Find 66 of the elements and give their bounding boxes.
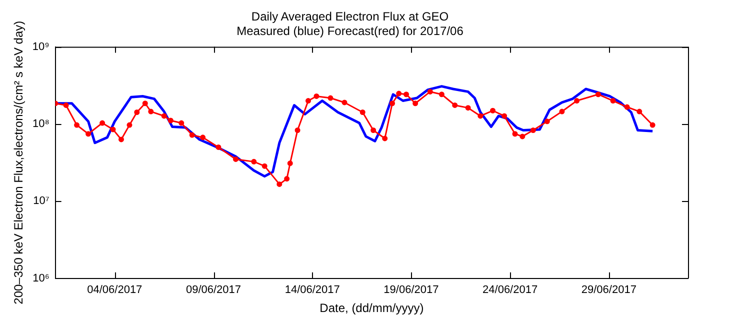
chart-title: Daily Averaged Electron Flux at GEO — [251, 10, 449, 24]
point — [650, 122, 656, 128]
point — [595, 92, 601, 98]
point — [284, 176, 290, 182]
point — [342, 100, 348, 106]
point — [412, 100, 418, 106]
point — [134, 109, 140, 115]
x-tick-label: 24/06/2017 — [482, 284, 538, 296]
point — [328, 95, 334, 101]
point — [110, 126, 116, 132]
point — [86, 131, 92, 137]
point — [574, 98, 580, 104]
point — [478, 113, 484, 119]
point — [360, 109, 366, 115]
x-axis-title: Date, (dd/mm/yyyy) — [320, 301, 424, 316]
point — [382, 136, 388, 142]
point — [404, 92, 410, 98]
x-tick-label: 14/06/2017 — [284, 284, 340, 296]
point — [294, 127, 300, 133]
point — [396, 90, 402, 96]
chart-subtitle: Measured (blue) Forecast(red) for 2017/06 — [236, 24, 464, 38]
point — [624, 104, 630, 110]
point — [390, 100, 396, 106]
x-tick-label: 19/06/2017 — [384, 284, 439, 296]
point — [276, 181, 282, 187]
point — [142, 100, 148, 106]
point — [530, 127, 536, 133]
point — [189, 132, 195, 138]
point — [168, 118, 174, 124]
point — [452, 102, 458, 108]
point — [610, 98, 616, 104]
y-tick-label: 10⁹ — [32, 40, 50, 53]
point — [178, 120, 184, 126]
point — [126, 122, 132, 128]
point — [200, 134, 206, 140]
point — [559, 108, 565, 114]
point — [118, 136, 124, 142]
point — [314, 93, 320, 99]
y-tick-label: 10⁶ — [32, 272, 50, 284]
point — [148, 108, 154, 114]
point — [636, 108, 642, 114]
point — [512, 131, 518, 137]
point — [216, 144, 222, 150]
point — [74, 122, 80, 128]
point — [287, 160, 293, 166]
y-tick-label: 10⁷ — [33, 195, 50, 208]
point — [251, 158, 257, 164]
x-tick-label: 29/06/2017 — [581, 284, 636, 296]
point — [520, 134, 526, 140]
point — [427, 88, 433, 94]
point — [305, 98, 311, 104]
point — [438, 92, 444, 98]
y-tick-label: 10⁸ — [32, 118, 50, 130]
point — [502, 113, 508, 119]
x-tick-label: 04/06/2017 — [87, 284, 142, 296]
point — [370, 127, 376, 133]
y-axis-title: 200–350 keV Electron Flux,electrons/(cm² s keV day) — [12, 20, 26, 304]
point — [161, 113, 167, 119]
point — [465, 105, 471, 111]
x-tick-label: 09/06/2017 — [186, 284, 242, 296]
point — [262, 163, 268, 169]
point — [544, 118, 550, 124]
point — [63, 102, 69, 108]
point — [490, 108, 496, 114]
point — [100, 120, 106, 126]
point — [233, 156, 238, 162]
